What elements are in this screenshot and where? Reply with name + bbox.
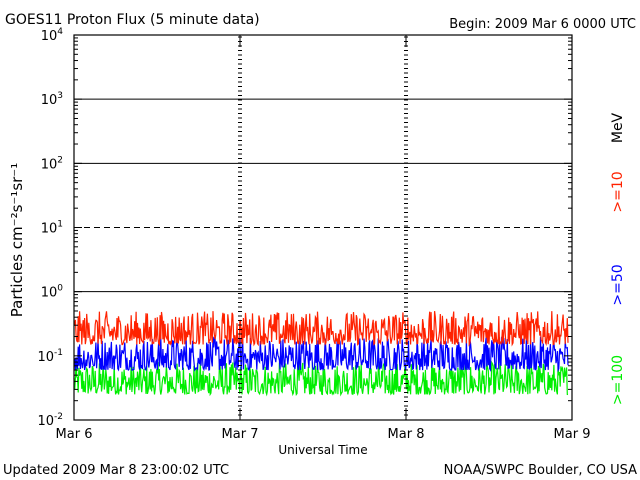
x-tick-label: Mar 6 — [56, 427, 93, 442]
x-axis-label: Universal Time — [278, 443, 367, 457]
legend-series-ge50: >=50 — [610, 264, 626, 305]
y-tick-label: 100 — [41, 284, 64, 301]
x-tick-label: Mar 8 — [388, 427, 425, 442]
y-tick-label: 102 — [41, 155, 63, 172]
y-tick-label: 10-1 — [37, 348, 63, 365]
plot-frame — [73, 34, 573, 421]
series-line — [73, 335, 569, 373]
begin-time: Begin: 2009 Mar 6 0000 UTC — [449, 17, 636, 32]
y-tick-label: 10-2 — [37, 412, 63, 429]
y-axis-label: Particles cm⁻²s⁻¹sr⁻¹ — [8, 163, 26, 317]
credit-line: NOAA/SWPC Boulder, CO USA — [444, 463, 637, 478]
y-tick-label: 104 — [41, 27, 64, 44]
series-line — [73, 360, 569, 397]
y-tick-label: 101 — [41, 220, 63, 237]
legend-series-ge100: >=100 — [610, 355, 626, 405]
updated-timestamp: Updated 2009 Mar 8 23:00:02 UTC — [3, 463, 229, 478]
legend-series-ge10: >=10 — [610, 171, 626, 212]
y-tick-label: 103 — [41, 91, 63, 108]
chart-title: GOES11 Proton Flux (5 minute data) — [5, 12, 260, 28]
x-tick-label: Mar 7 — [222, 427, 259, 442]
legend-unit-mev: MeV — [610, 112, 626, 143]
plot-area: 10-2 10-1 100 101 102 103 104 Mar 6 Mar 7 Mar 8 Ma… — [37, 27, 590, 442]
series-line — [73, 311, 569, 347]
x-tick-label: Mar 9 — [554, 427, 591, 442]
